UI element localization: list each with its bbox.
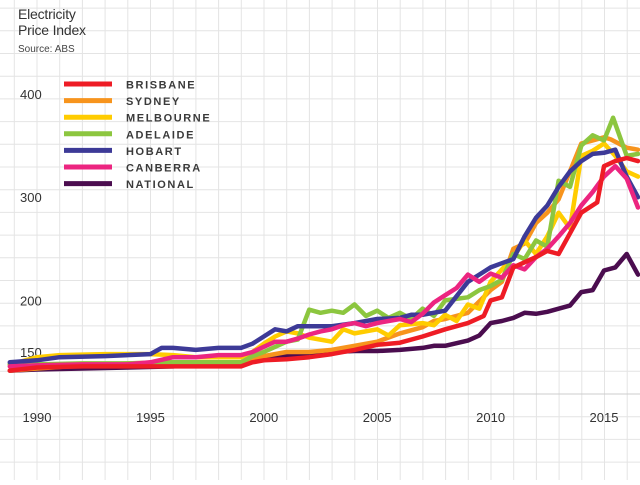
legend: BRISBANE SYDNEY MELBOURNE ADELAIDE HOBART CAN… [64,80,211,191]
y-tick-label: 200 [20,293,42,308]
y-tick-label: 400 [20,87,42,102]
x-tick-label: 2000 [249,410,278,425]
x-tick-label: 1995 [136,410,165,425]
chart-title-line1: Electricity [18,6,76,22]
legend-label-national: NATIONAL [126,179,195,191]
legend-label-adelaide: ADELAIDE [126,129,195,141]
y-tick-label: 300 [20,190,42,205]
chart-subtitle: Source: ABS [18,44,75,55]
x-tick-label: 2015 [590,410,619,425]
x-tick-label: 2005 [363,410,392,425]
chart-title-line2: Price Index [18,22,86,38]
series-lines [7,115,640,373]
x-tick-label: 2010 [476,410,505,425]
legend-label-hobart: HOBART [126,146,183,158]
series-line-canberra [7,163,640,369]
legend-label-melbourne: MELBOURNE [126,113,211,125]
legend-label-canberra: CANBERRA [126,163,202,175]
series-line-brisbane [7,155,640,373]
x-tick-label: 1990 [23,410,52,425]
chart-title: Electricity Price Index [18,6,86,38]
legend-label-sydney: SYDNEY [126,96,181,108]
legend-label-brisbane: BRISBANE [126,80,196,92]
